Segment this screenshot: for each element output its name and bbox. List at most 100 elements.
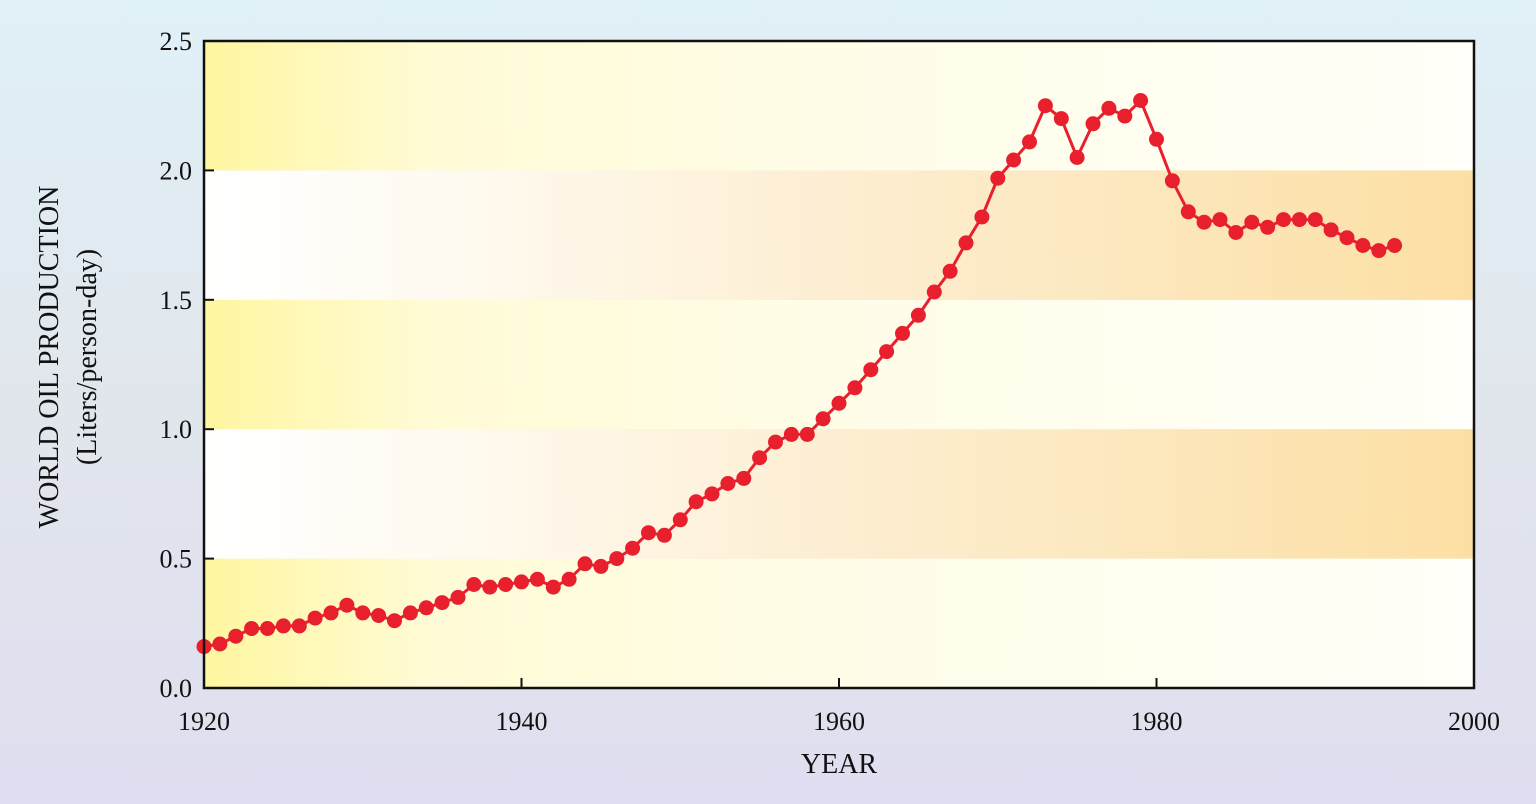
data-point (1069, 150, 1085, 165)
data-point (514, 574, 529, 590)
data-point (704, 486, 720, 502)
x-tick-label: 1960 (813, 707, 865, 736)
data-point (1244, 214, 1260, 230)
data-point (1291, 212, 1307, 228)
data-point (275, 618, 291, 634)
data-points (196, 93, 1403, 655)
data-point (609, 551, 625, 567)
data-point (466, 577, 482, 592)
data-point (1371, 243, 1387, 259)
data-point (561, 571, 577, 587)
data-point (1164, 173, 1180, 189)
data-point (1196, 214, 1212, 230)
data-point (736, 470, 752, 486)
data-point (498, 577, 514, 592)
data-point (656, 527, 672, 543)
y-axis: 0.0 0.5 1.0 1.5 2.0 2.5 (160, 27, 214, 703)
data-point (545, 579, 561, 595)
y-tick-label: 1.5 (160, 286, 193, 315)
background-band (204, 429, 1474, 559)
data-point (244, 621, 260, 636)
y-tick-label: 0.5 (160, 545, 193, 574)
data-point (895, 325, 910, 341)
data-point (529, 571, 545, 587)
x-tick-label: 2000 (1448, 707, 1500, 736)
data-point (577, 556, 593, 572)
data-point (910, 307, 926, 323)
data-point (688, 494, 704, 510)
data-point (339, 597, 355, 613)
y-axis-title: WORLD OIL PRODUCTION (34, 186, 65, 529)
data-point (1149, 131, 1164, 147)
data-point (228, 628, 244, 644)
data-point (783, 426, 799, 442)
data-point (831, 395, 847, 411)
data-point (1276, 212, 1291, 228)
data-point (1101, 100, 1117, 116)
data-point (307, 610, 323, 626)
data-point (323, 605, 339, 621)
data-point (1323, 222, 1339, 238)
data-point (974, 209, 990, 225)
data-point (863, 362, 879, 378)
data-point (990, 170, 1006, 186)
data-point (402, 605, 418, 621)
data-point (1355, 238, 1371, 253)
data-point (593, 558, 609, 574)
data-point (355, 605, 371, 621)
data-point (720, 476, 736, 491)
y-tick-label: 2.0 (160, 156, 193, 185)
background-band (204, 170, 1474, 300)
data-point (1387, 238, 1403, 253)
background-band (204, 41, 1474, 171)
data-point (942, 263, 958, 279)
x-tick-label: 1940 (496, 707, 548, 736)
data-point (434, 595, 450, 611)
background-band (204, 558, 1474, 688)
data-point (1212, 212, 1228, 228)
data-point (1133, 93, 1149, 108)
data-point (212, 636, 228, 652)
data-point (752, 450, 768, 466)
data-point (799, 426, 815, 442)
y-axis-subtitle: (Liters/person-day) (72, 249, 103, 465)
data-point (847, 380, 863, 396)
y-tick-label: 1.0 (160, 415, 193, 444)
data-point (260, 621, 275, 636)
data-point (1037, 98, 1053, 114)
data-point (625, 540, 641, 556)
data-point (1117, 108, 1133, 124)
data-point (926, 284, 942, 300)
data-point (1085, 116, 1101, 132)
data-point (1307, 212, 1323, 228)
data-point (418, 600, 434, 616)
data-point (958, 235, 974, 251)
series-line (203, 97, 1396, 649)
y-tick-label: 0.0 (160, 674, 193, 703)
data-point (371, 608, 387, 623)
data-point (1006, 152, 1022, 168)
data-point (672, 512, 688, 528)
data-point (1022, 134, 1037, 150)
y-tick-label: 2.5 (160, 27, 193, 56)
data-point (291, 618, 307, 634)
data-point (1228, 225, 1244, 240)
x-axis: 1920 1940 1960 1980 2000 (178, 678, 1500, 736)
data-point (1053, 111, 1069, 127)
x-tick-label: 1980 (1131, 707, 1183, 736)
data-point (815, 411, 831, 427)
data-point (450, 589, 466, 605)
data-point (1180, 204, 1196, 220)
data-point (482, 579, 498, 595)
data-point (387, 613, 402, 629)
data-point (641, 525, 656, 541)
data-point (1260, 219, 1276, 235)
x-tick-label: 1920 (178, 707, 230, 736)
background-bands (204, 41, 1474, 688)
series-line-layer (203, 97, 1396, 649)
data-point (768, 434, 783, 450)
x-axis-title: YEAR (801, 749, 878, 780)
data-point (879, 344, 895, 360)
data-point (1339, 230, 1355, 246)
